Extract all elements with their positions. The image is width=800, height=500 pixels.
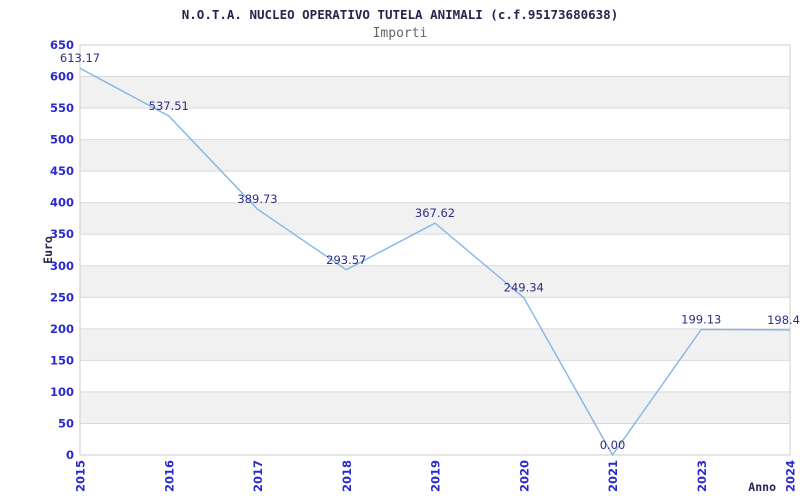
data-point-label: 0.00	[600, 438, 626, 452]
y-tick-label: 350	[50, 227, 74, 241]
x-tick-label: 2024	[784, 460, 798, 492]
y-tick-label: 450	[50, 164, 74, 178]
chart-title: N.O.T.A. NUCLEO OPERATIVO TUTELA ANIMALI…	[181, 7, 619, 22]
x-tick-label: 2015	[74, 460, 88, 492]
x-tick-label: 2019	[429, 460, 443, 492]
y-tick-label: 300	[50, 259, 74, 273]
x-tick-label: 2023	[695, 460, 709, 492]
x-axis-title: Anno	[748, 480, 776, 494]
data-point-label: 389.73	[237, 192, 277, 206]
y-tick-label: 150	[50, 353, 74, 367]
y-tick-label: 250	[50, 290, 74, 304]
x-tick-label: 2016	[162, 460, 176, 492]
plot-border	[79, 44, 791, 456]
data-point-label: 613.17	[60, 51, 100, 65]
data-point-label: 199.13	[681, 312, 721, 326]
y-tick-label: 400	[50, 196, 74, 210]
x-tick-label: 2018	[340, 460, 354, 492]
y-tick-label: 500	[50, 133, 74, 147]
x-tick-label: 2020	[517, 460, 531, 492]
x-tick-label: 2021	[606, 460, 620, 492]
data-point-label: 367.62	[415, 206, 455, 220]
y-tick-label: 200	[50, 322, 74, 336]
data-point-label: 249.34	[504, 281, 544, 295]
data-point-label: 537.51	[149, 99, 189, 113]
data-point-label: 293.57	[326, 253, 366, 267]
x-tick-label: 2017	[251, 460, 265, 492]
y-tick-label: 550	[50, 101, 74, 115]
grid-band	[80, 202, 790, 235]
grid-band	[80, 328, 790, 361]
data-point-label: 198.4	[767, 313, 800, 327]
grid-band	[80, 391, 790, 424]
grid-band	[80, 265, 790, 298]
y-tick-label: 650	[50, 38, 74, 52]
y-tick-label: 100	[50, 385, 74, 399]
y-tick-label: 600	[50, 70, 74, 84]
y-axis-title: Euro	[41, 236, 55, 264]
grid-band	[80, 76, 790, 109]
y-tick-label: 50	[58, 416, 74, 430]
grid-band	[80, 139, 790, 172]
y-tick-label: 0	[66, 448, 74, 462]
chart-subtitle: Importi	[372, 26, 428, 41]
data-line	[79, 67, 791, 456]
